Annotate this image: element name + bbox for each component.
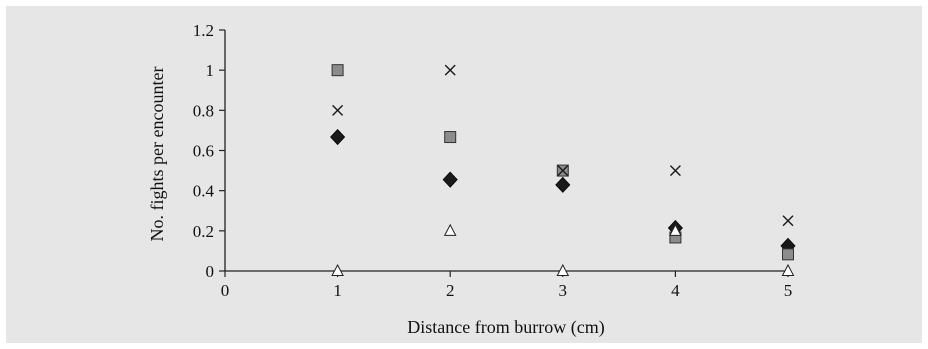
square-point [331, 64, 344, 77]
cross-point [782, 215, 794, 227]
x-tick-label: 1 [333, 281, 342, 300]
axes [224, 30, 788, 272]
x-axis-label: Distance from burrow (cm) [407, 317, 604, 338]
x-tick-label: 2 [446, 281, 455, 300]
x-tick-label: 5 [784, 281, 793, 300]
ticks [219, 29, 789, 277]
y-tick-label: 0.8 [193, 101, 214, 120]
diamond-point [330, 128, 346, 146]
scatter-chart: 0 1 2 3 4 5 0 0.2 0.4 0.6 0.8 1 1.2 Distance from bu… [147, 21, 796, 338]
triangle-point [331, 263, 344, 276]
y-tick-label: 1.2 [193, 21, 214, 40]
square-point [444, 131, 457, 144]
cross-point [669, 165, 681, 177]
triangle-point [781, 263, 795, 276]
chart-panel: 0 1 2 3 4 5 0 0.2 0.4 0.6 0.8 1 1.2 Distance from bu… [6, 6, 922, 343]
diamond-point [555, 176, 571, 193]
cross-point [332, 104, 344, 116]
y-tick-label: 0.6 [193, 142, 214, 161]
triangle-point [669, 223, 682, 236]
x-tick-label: 0 [221, 281, 230, 300]
y-tick-label: 0.2 [193, 222, 214, 241]
diamond-point [442, 171, 458, 188]
tick-labels: 0 1 2 3 4 5 0 0.2 0.4 0.6 0.8 1 1.2 [193, 21, 793, 300]
cross-point [444, 64, 456, 76]
square-point [782, 248, 794, 261]
x-tick-label: 3 [559, 281, 568, 300]
y-tick-label: 0 [206, 262, 215, 281]
y-axis-label: No. fights per encounter [147, 67, 167, 242]
y-tick-label: 1 [206, 61, 215, 80]
data-points [330, 64, 796, 276]
x-tick-label: 4 [671, 281, 680, 300]
cross-point [557, 165, 569, 177]
triangle-point [556, 263, 570, 276]
triangle-point [443, 223, 457, 236]
y-tick-label: 0.4 [193, 182, 215, 201]
